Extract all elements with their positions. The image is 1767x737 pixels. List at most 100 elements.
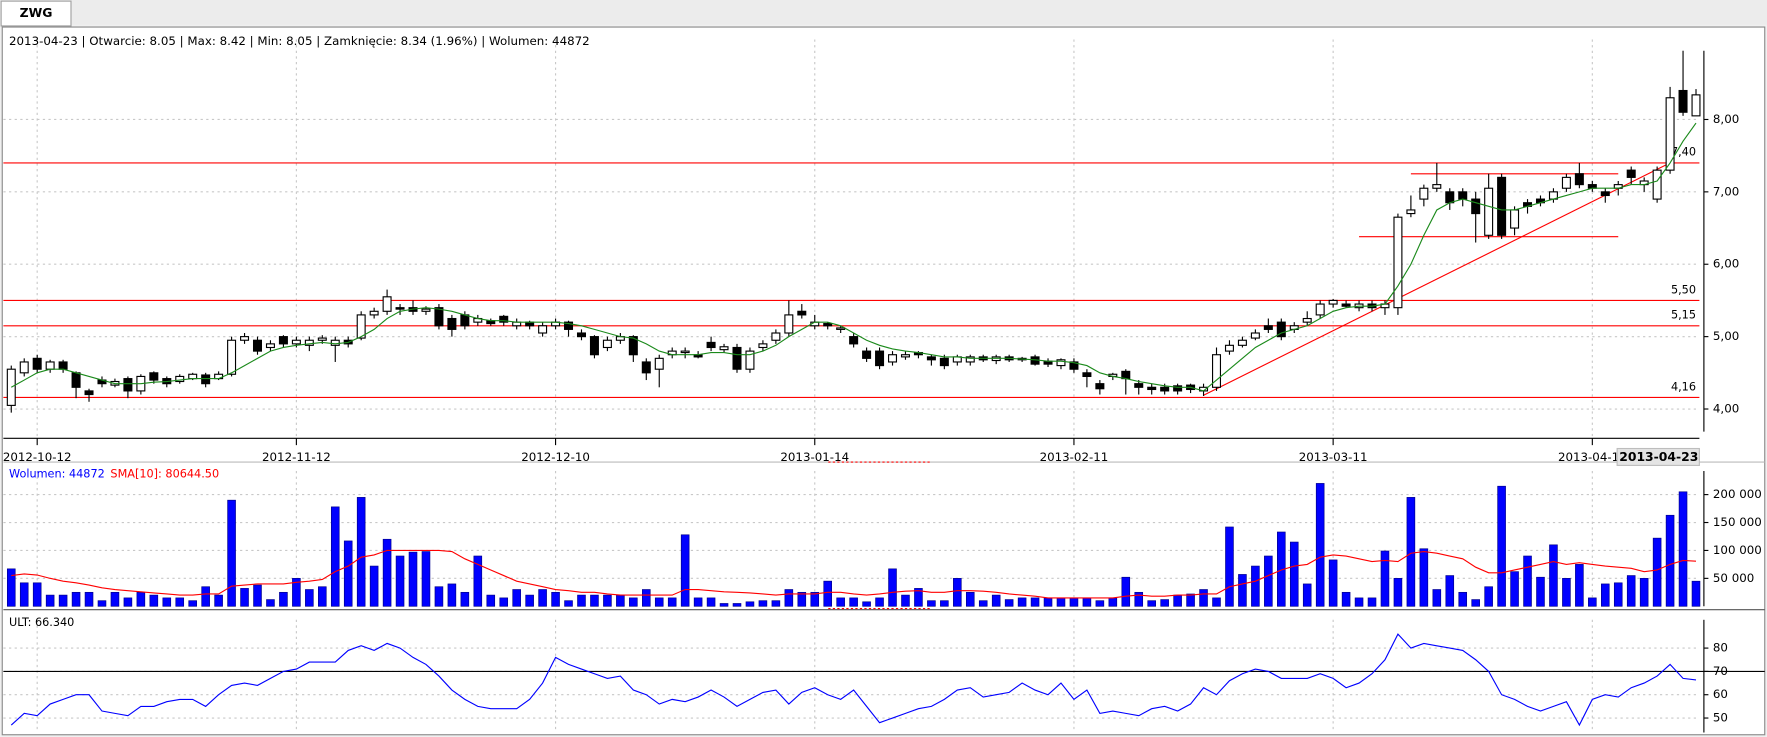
volume-bar [849,597,858,607]
cursor-label: 2013-04-23 [1619,449,1698,464]
volume-bar [1225,526,1234,607]
volume-bar [1302,583,1312,607]
volume-bar [175,597,185,607]
candle-body [797,310,807,316]
candle-body [265,343,275,349]
candle-body [227,339,237,375]
volume-bar [1030,597,1040,607]
candle-body [1263,325,1273,330]
candle-body [1600,191,1610,197]
volume-bar [136,591,146,607]
volume-bar [227,499,236,607]
volume-bar [1419,548,1429,607]
chart-area [1,26,1766,736]
candle-body [149,372,159,381]
volume-bar [71,591,81,607]
candle-body [589,336,599,356]
x-tick-label: 2012-11-12 [262,450,331,464]
volume-bar [1212,597,1221,607]
candle-body [175,375,185,383]
volume-bar [1160,599,1169,607]
volume-bar [330,506,340,607]
candle-body [19,361,29,374]
volume-bar [1639,578,1649,607]
volume-bar [1251,565,1260,607]
volume-bar [486,594,496,607]
candle-body [1419,187,1429,200]
candle-body [278,336,288,345]
candle-body [45,361,55,370]
candle-body [538,325,548,334]
y-tick-label: 150 000 [1713,515,1762,529]
candle-body [939,357,949,367]
volume-bar [1510,571,1519,607]
candle-body [1237,339,1247,346]
candle-body [460,314,470,327]
volume-bar [745,601,755,607]
info-line: 2013-04-23 | Otwarcie: 8.05 | Max: 8.42 … [9,34,590,48]
volume-bar [434,586,444,607]
candle-body [304,339,314,346]
x-tick-label: 2012-10-12 [3,450,72,464]
candle-body [732,346,742,370]
volume-bar [771,600,781,607]
candle-body [58,361,68,370]
candle-body [900,354,910,358]
volume-bar [836,597,845,607]
candle-body [84,390,94,396]
volume-bar [1665,514,1675,607]
candle-body [369,310,379,316]
volume-bar [1445,575,1455,607]
candle-body [382,296,392,312]
candle-body [1652,169,1662,200]
volume-bar [758,600,768,607]
volume-bar [460,591,470,607]
candle-body [680,350,690,354]
candle-body [1250,332,1260,339]
volume-bar [603,594,612,607]
volume-bar [1004,599,1014,607]
volume-bar [875,597,884,607]
volume-bar [1691,580,1701,607]
volume-bar [1341,591,1351,607]
volume-bar [1393,578,1403,607]
candle-body [1510,209,1520,229]
ult-line [10,633,1697,727]
volume-bar [629,597,638,607]
candle-body [1056,359,1066,367]
tab[interactable] [0,0,72,27]
volume-bar [1406,497,1416,607]
volume-bar [797,591,807,607]
candle-body [71,372,81,388]
candle-body [1121,370,1131,380]
volume-bar [499,597,509,607]
volume-bar [318,586,327,607]
volume-bar [1432,589,1442,607]
candle-body [836,327,846,330]
tab-label[interactable]: ZWG [20,5,53,20]
volume-bar [927,600,936,607]
volume-bar [1471,599,1480,607]
volume-bar [1652,537,1662,607]
candle-body [1678,89,1688,113]
volume-bar [564,600,573,607]
volume-bar [693,597,703,607]
volume-bar [888,568,897,607]
candle-body [1665,97,1675,171]
volume-bar [538,589,547,607]
candle-body [1432,184,1442,189]
y-tick-label: 50 [1713,711,1728,725]
candle-body [434,307,444,327]
volume-bar [732,603,742,607]
volume-bar [1613,582,1623,607]
candle-body [356,314,366,339]
candle-body [564,321,574,330]
volume-bar [1354,597,1364,607]
volume-bar [784,589,794,607]
y-tick-label: 4,00 [1713,402,1739,416]
candle-body [875,350,885,367]
volume-sma [11,549,1697,599]
volume-bar [58,594,68,607]
candle-body [1691,94,1701,117]
